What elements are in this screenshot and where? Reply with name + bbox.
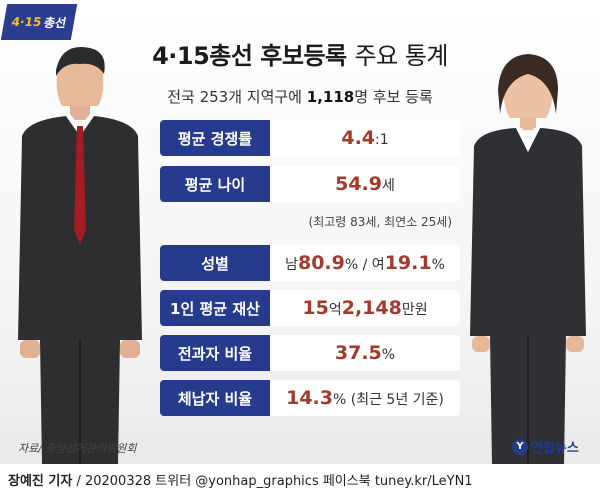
stat-text: :1 xyxy=(375,132,389,148)
stat-text: 세 xyxy=(382,178,395,194)
stat-text: % / 여 xyxy=(344,257,385,273)
stat-text: % (최근 5년 기준) xyxy=(333,392,444,408)
reporter-name: 장예진 기자 xyxy=(8,474,73,489)
stat-number: 19.1 xyxy=(384,252,432,274)
stat-label: 평균 나이 xyxy=(160,166,270,202)
stat-label: 전과자 비율 xyxy=(160,335,270,371)
stat-row-competition: 평균 경쟁률 4.4:1 xyxy=(160,120,460,156)
stat-number: 54.9 xyxy=(335,173,382,195)
credit-line: 장예진 기자 / 20200328 트위터 @yonhap_graphics 페… xyxy=(8,470,473,489)
stat-value: 4.4:1 xyxy=(270,120,460,156)
stat-label: 평균 경쟁률 xyxy=(160,120,270,156)
stat-text: 억 xyxy=(328,302,342,318)
stat-value: 54.9 세 xyxy=(270,166,460,202)
title-bold: 4·15총선 후보등록 xyxy=(152,42,347,70)
subtitle-prefix: 전국 253개 지역구에 xyxy=(167,88,302,106)
woman-figure-icon xyxy=(470,54,586,464)
stat-label: 성별 xyxy=(160,245,270,281)
stat-text: % xyxy=(431,257,445,273)
infographic: 4·15 총선 4·15총선 후보등록 주요 통계 전국 253개 지역구에 1… xyxy=(0,0,600,464)
candidate-count: 1,118 xyxy=(306,88,355,106)
source-note: 자료/ 중앙선거관리위원회 xyxy=(18,442,137,455)
logo-mark-icon: Y xyxy=(512,438,528,455)
stat-row-gender: 성별 남 80.9% / 여 19.1% xyxy=(160,245,460,281)
stat-label: 1인 평균 재산 xyxy=(160,290,270,326)
stat-row-age: 평균 나이 54.9 세 xyxy=(160,166,460,202)
stat-number: 15 xyxy=(302,297,329,319)
stat-row-criminal: 전과자 비율 37.5% xyxy=(160,335,460,371)
logo-text: 연합뉴스 xyxy=(531,441,579,456)
stat-value: 남 80.9% / 여 19.1% xyxy=(270,245,460,281)
man-figure-icon xyxy=(18,46,142,464)
stat-number: 2,148 xyxy=(341,297,402,319)
stat-text: % xyxy=(381,347,396,363)
stat-row-tax: 체납자 비율 14.3% (최근 5년 기준) xyxy=(160,380,460,416)
stat-text: 만원 xyxy=(401,302,428,318)
page-title: 4·15총선 후보등록 주요 통계 xyxy=(0,36,600,71)
election-badge: 4·15 총선 xyxy=(0,4,78,40)
title-light: 주요 통계 xyxy=(354,42,448,70)
subtitle-suffix: 명 후보 등록 xyxy=(354,88,433,106)
stat-value: 37.5% xyxy=(270,335,460,371)
credit-rest: / 20200328 트위터 @yonhap_graphics 페이스북 tun… xyxy=(72,474,473,489)
stat-value: 15 억 2,148 만원 xyxy=(270,290,460,326)
badge-number: 4·15 xyxy=(10,15,43,29)
stat-number: 4.4 xyxy=(341,127,376,149)
stat-value: 14.3% (최근 5년 기준) xyxy=(270,380,460,416)
stat-text: 남 xyxy=(285,257,298,273)
stat-label: 체납자 비율 xyxy=(160,380,270,416)
stat-row-assets: 1인 평균 재산 15 억 2,148 만원 xyxy=(160,290,460,326)
yonhap-logo: Y 연합뉴스 xyxy=(512,437,579,456)
subtitle: 전국 253개 지역구에 1,118명 후보 등록 xyxy=(0,86,600,107)
stat-number: 80.9 xyxy=(297,252,345,274)
age-note: (최고령 83세, 최연소 25세) xyxy=(308,215,452,229)
badge-label: 총선 xyxy=(42,15,68,30)
stat-number: 14.3 xyxy=(286,387,333,409)
stat-number: 37.5 xyxy=(334,342,382,364)
